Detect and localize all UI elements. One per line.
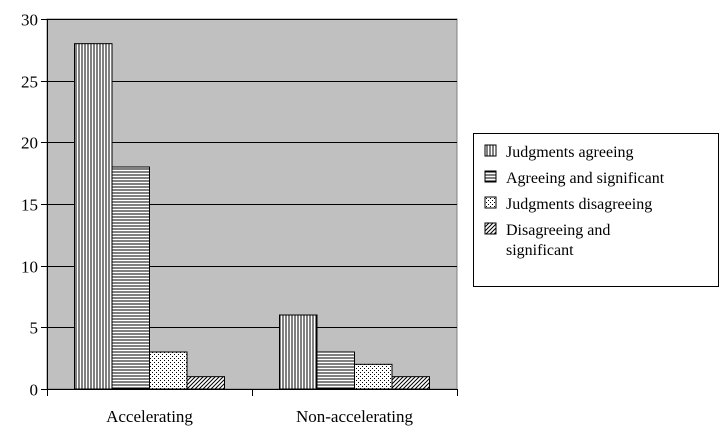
legend-label-judgments-agreeing: Judgments agreeing [506, 144, 634, 161]
legend-label-judgments-disagreeing: Judgments disagreeing [506, 196, 652, 213]
x-tick-label-accelerating: Accelerating [106, 407, 193, 426]
y-tick-label-15: 15 [21, 196, 38, 215]
bar-group-accelerating [74, 43, 225, 390]
bar-accelerating-agreeing-and-significant [111, 166, 150, 390]
legend-label-disagreeing-and-significant-line-2: significant [506, 242, 574, 259]
bar-non-accelerating-judgments-disagreeing [354, 363, 393, 390]
bar-accelerating-disagreeing-and-significant [186, 376, 225, 390]
y-tick-label-5: 5 [30, 319, 39, 338]
bars [74, 43, 430, 390]
bar-non-accelerating-agreeing-and-significant [316, 351, 355, 390]
bar-accelerating-judgments-disagreeing [149, 351, 188, 390]
y-tick-label-10: 10 [21, 258, 38, 277]
legend-swatch-judgments-agreeing [484, 144, 497, 157]
bar-accelerating-judgments-agreeing [74, 43, 113, 390]
axes: 0 5 10 15 20 25 30 Accelerating Non-accelerating [21, 11, 458, 426]
y-tick-label-25: 25 [21, 73, 38, 92]
legend-swatch-disagreeing-and-significant [484, 222, 497, 235]
legend-swatch-judgments-disagreeing [484, 196, 497, 209]
y-tick-label-0: 0 [30, 381, 39, 400]
legend-swatch-agreeing-and-significant [484, 170, 497, 183]
bar-group-non-accelerating [279, 314, 430, 390]
x-tick-label-non-accelerating: Non-accelerating [296, 407, 414, 426]
y-tick-label-30: 30 [21, 11, 38, 30]
legend-label-agreeing-and-significant: Agreeing and significant [506, 170, 665, 187]
bar-non-accelerating-disagreeing-and-significant [391, 376, 430, 390]
legend-label-disagreeing-and-significant-line-1: Disagreeing and [506, 222, 610, 239]
y-tick-label-20: 20 [21, 134, 38, 153]
legend-box [473, 133, 719, 287]
legend: Judgments agreeing Agreeing and significa… [473, 133, 719, 287]
bar-non-accelerating-judgments-agreeing [279, 314, 318, 390]
